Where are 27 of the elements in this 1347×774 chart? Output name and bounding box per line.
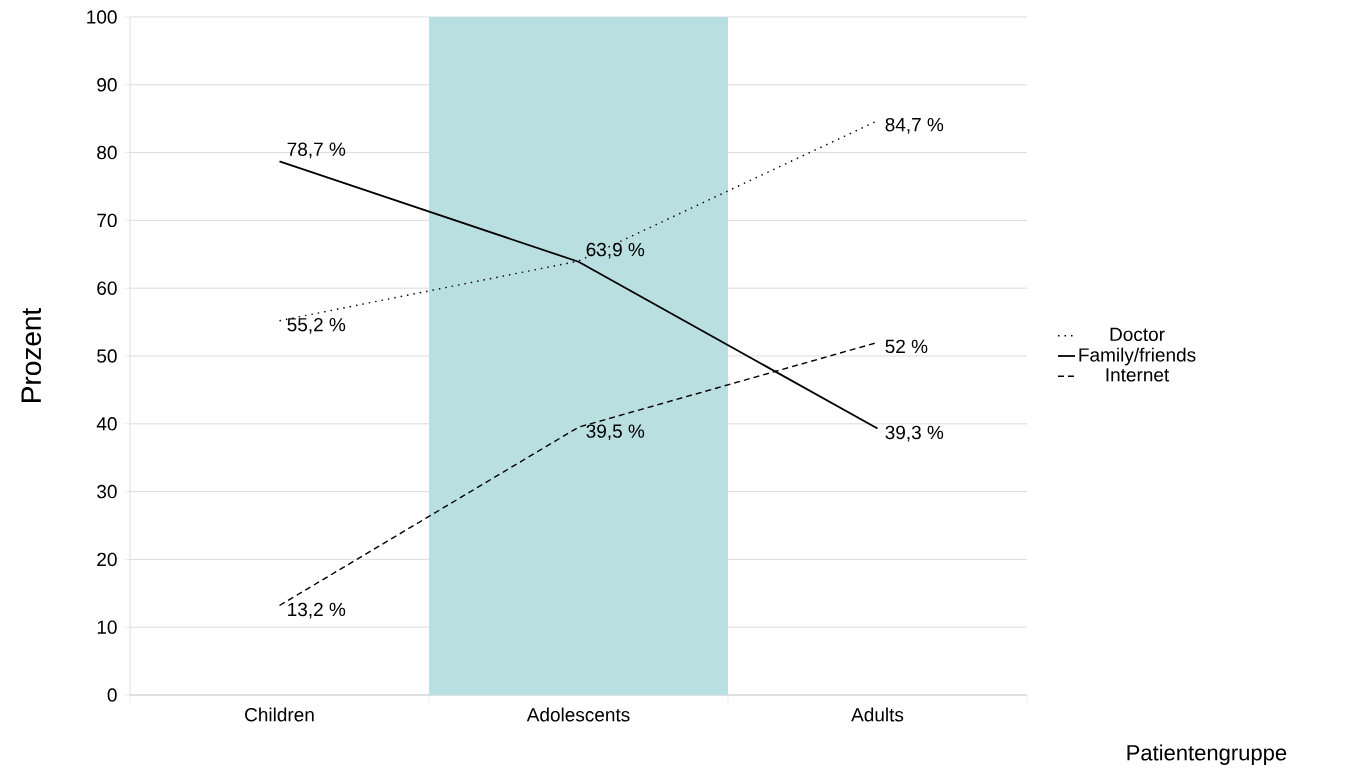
x-axis-title: Patientengruppe [1127,744,1287,765]
data-label: 52 % [885,339,928,354]
y-tick-label: 0 [107,688,117,702]
y-tick-label: 60 [97,281,117,295]
y-tick-label: 20 [97,552,117,567]
y-tick-label: 80 [97,145,117,160]
y-tick-label: 90 [97,78,117,92]
y-axis-title: Prozent [21,307,42,402]
data-label: 63,9 % [586,242,645,259]
data-label: 78,7 % [287,142,346,159]
legend-label: Family/friends [1079,347,1196,366]
x-tick-label: Adolescents [526,707,630,722]
data-label: 84,7 % [885,117,944,134]
y-tick-label: 100 [87,10,117,24]
data-label: 39,3 % [885,425,944,442]
y-tick-label: 70 [97,213,117,228]
data-label: 13,2 % [288,602,346,619]
x-tick-label: Children [245,707,314,722]
legend-label: Doctor [1110,327,1165,342]
x-tick-label: Adults [851,707,904,722]
data-label: 39,5 % [586,424,645,441]
y-tick-label: 40 [96,417,117,431]
y-tick-label: 10 [97,620,117,634]
legend-label: Internet [1106,368,1170,382]
data-label: 55,2 % [287,317,346,334]
y-tick-label: 50 [97,349,117,363]
y-tick-label: 30 [97,484,117,499]
